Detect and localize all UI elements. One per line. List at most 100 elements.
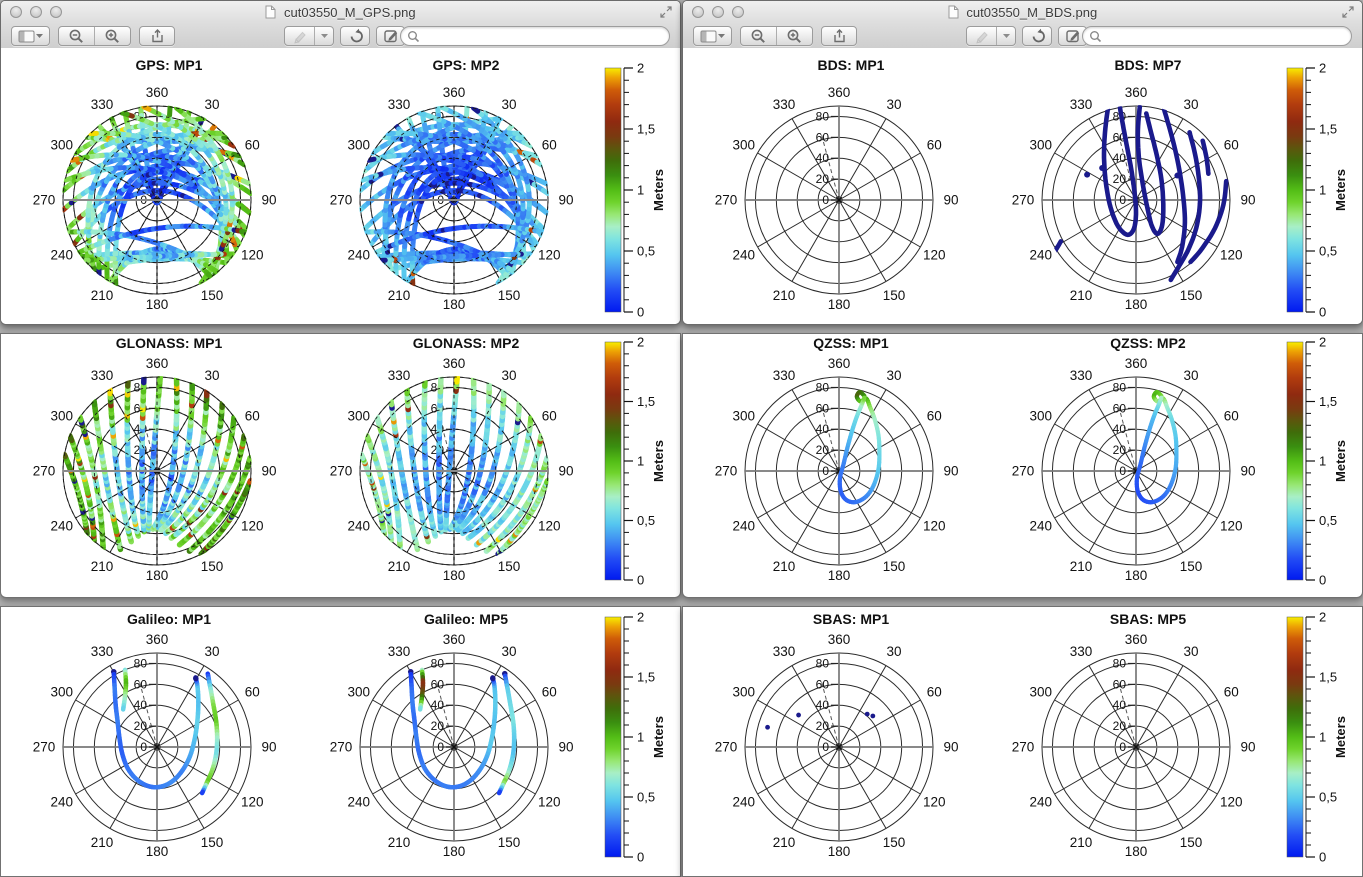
- svg-text:330: 330: [91, 644, 114, 659]
- svg-text:2: 2: [637, 610, 644, 625]
- window-galileo-row: Galileo: MP1 0 20 40 60 80 30 60 90 120 150 180 210 2…: [0, 606, 681, 877]
- zoom-in-button[interactable]: [95, 27, 130, 45]
- svg-text:90: 90: [261, 193, 276, 208]
- window-glonass-row: GLONASS: MP10204060803060901201501802102…: [0, 333, 681, 598]
- svg-text:80: 80: [816, 109, 830, 123]
- svg-text:120: 120: [538, 248, 561, 263]
- skyplot-image-bds: BDS: MP1 0 20 40 60 80 30 60 90 120 150 180 210 240 27…: [715, 57, 1348, 320]
- svg-text:40: 40: [134, 698, 148, 712]
- zoom-button[interactable]: [50, 6, 62, 18]
- highlight-button[interactable]: [967, 27, 996, 45]
- svg-text:180: 180: [146, 844, 169, 859]
- traffic-lights: [692, 6, 744, 18]
- skyplot-grid-overlay: [62, 105, 252, 295]
- close-button[interactable]: [692, 6, 704, 18]
- svg-text:150: 150: [498, 288, 521, 303]
- svg-text:360: 360: [828, 85, 851, 100]
- svg-text:150: 150: [201, 835, 224, 850]
- plot-title: GPS: MP2: [433, 57, 500, 73]
- svg-text:0: 0: [637, 573, 644, 588]
- svg-text:300: 300: [347, 138, 370, 153]
- zoom-in-button[interactable]: [777, 27, 812, 45]
- highlight-dropdown-button[interactable]: [997, 27, 1015, 45]
- highlighter-icon: [292, 29, 308, 44]
- skyplot-data: [765, 711, 876, 730]
- svg-text:240: 240: [732, 248, 755, 263]
- zoom-out-button[interactable]: [741, 27, 776, 45]
- zoom-out-button[interactable]: [59, 27, 94, 45]
- svg-text:60: 60: [816, 130, 830, 144]
- svg-text:360: 360: [1125, 85, 1148, 100]
- share-icon: [831, 28, 847, 44]
- skyplot-grid-overlay: [62, 376, 252, 566]
- titlebar[interactable]: cut03550_M_BDS.png: [683, 1, 1362, 23]
- skyplot-grid: 0 20 40 60 80 30 60 90 120 150 180 210 240 270 300 330 3…: [33, 632, 277, 859]
- svg-text:360: 360: [146, 356, 169, 371]
- toolbar: [1, 23, 680, 48]
- skyplot-data: [407, 667, 517, 796]
- svg-text:150: 150: [201, 559, 224, 574]
- minimize-button[interactable]: [30, 6, 42, 18]
- svg-text:30: 30: [501, 97, 516, 112]
- svg-text:180: 180: [146, 568, 169, 583]
- svg-text:270: 270: [33, 740, 56, 755]
- svg-text:330: 330: [1070, 97, 1093, 112]
- share-button[interactable]: [139, 26, 175, 46]
- chevron-down-icon: [1002, 33, 1011, 39]
- skyplot-data: [62, 105, 252, 287]
- sidebar-toggle-button[interactable]: [11, 26, 50, 46]
- search-field[interactable]: [400, 26, 670, 46]
- svg-text:330: 330: [773, 97, 796, 112]
- svg-text:180: 180: [146, 297, 169, 312]
- svg-text:300: 300: [347, 409, 370, 424]
- svg-text:210: 210: [388, 559, 411, 574]
- svg-text:30: 30: [886, 97, 901, 112]
- svg-text:360: 360: [443, 632, 466, 647]
- sidebar-panel-icon: [18, 30, 35, 43]
- highlight-dropdown-button[interactable]: [315, 27, 333, 45]
- svg-text:30: 30: [204, 368, 219, 383]
- svg-text:90: 90: [943, 193, 958, 208]
- sidebar-toggle-button[interactable]: [693, 26, 732, 46]
- titlebar[interactable]: cut03550_M_GPS.png: [1, 1, 680, 23]
- svg-text:120: 120: [241, 248, 264, 263]
- svg-text:60: 60: [927, 138, 942, 153]
- svg-text:270: 270: [33, 193, 56, 208]
- svg-text:0: 0: [822, 193, 829, 207]
- fullscreen-icon[interactable]: [660, 6, 672, 18]
- svg-text:270: 270: [33, 464, 56, 479]
- rotate-left-button[interactable]: [340, 26, 370, 46]
- fullscreen-icon[interactable]: [1342, 6, 1354, 18]
- zoom-button[interactable]: [732, 6, 744, 18]
- search-field[interactable]: [1082, 26, 1352, 46]
- share-button[interactable]: [821, 26, 857, 46]
- svg-text:80: 80: [134, 656, 148, 670]
- svg-text:0,5: 0,5: [637, 513, 655, 528]
- svg-text:Meters: Meters: [651, 440, 666, 482]
- minimize-button[interactable]: [712, 6, 724, 18]
- svg-text:180: 180: [443, 568, 466, 583]
- window-title-text: cut03550_M_GPS.png: [284, 5, 416, 20]
- svg-text:30: 30: [501, 644, 516, 659]
- svg-text:150: 150: [883, 288, 906, 303]
- search-input[interactable]: [420, 27, 669, 45]
- highlight-button[interactable]: [285, 27, 314, 45]
- svg-text:240: 240: [347, 248, 370, 263]
- image-row-bds: BDS: MP1 0 20 40 60 80 30 60 90 120 150 180 210 240 27…: [683, 48, 1362, 324]
- plot-title: QZSS: MP2: [1110, 335, 1186, 351]
- skyplot-grid: 0 20 40 60 80 30 60 90 120 150 180 210 240 270 300 330 3…: [715, 85, 959, 312]
- search-input[interactable]: [1102, 27, 1351, 45]
- rotate-left-button[interactable]: [1022, 26, 1052, 46]
- skyplot-data: [837, 389, 882, 505]
- highlighter-icon: [974, 29, 990, 44]
- plot-title: BDS: MP1: [818, 57, 885, 73]
- skyplot-image-glonass: GLONASS: MP10204060803060901201501802102…: [33, 335, 666, 588]
- window-gps: cut03550_M_GPS.png: [0, 0, 681, 325]
- svg-text:60: 60: [1224, 138, 1239, 153]
- svg-text:360: 360: [146, 632, 169, 647]
- svg-text:20: 20: [816, 172, 830, 186]
- svg-text:0: 0: [437, 740, 444, 754]
- svg-text:210: 210: [91, 559, 114, 574]
- svg-text:330: 330: [91, 97, 114, 112]
- close-button[interactable]: [10, 6, 22, 18]
